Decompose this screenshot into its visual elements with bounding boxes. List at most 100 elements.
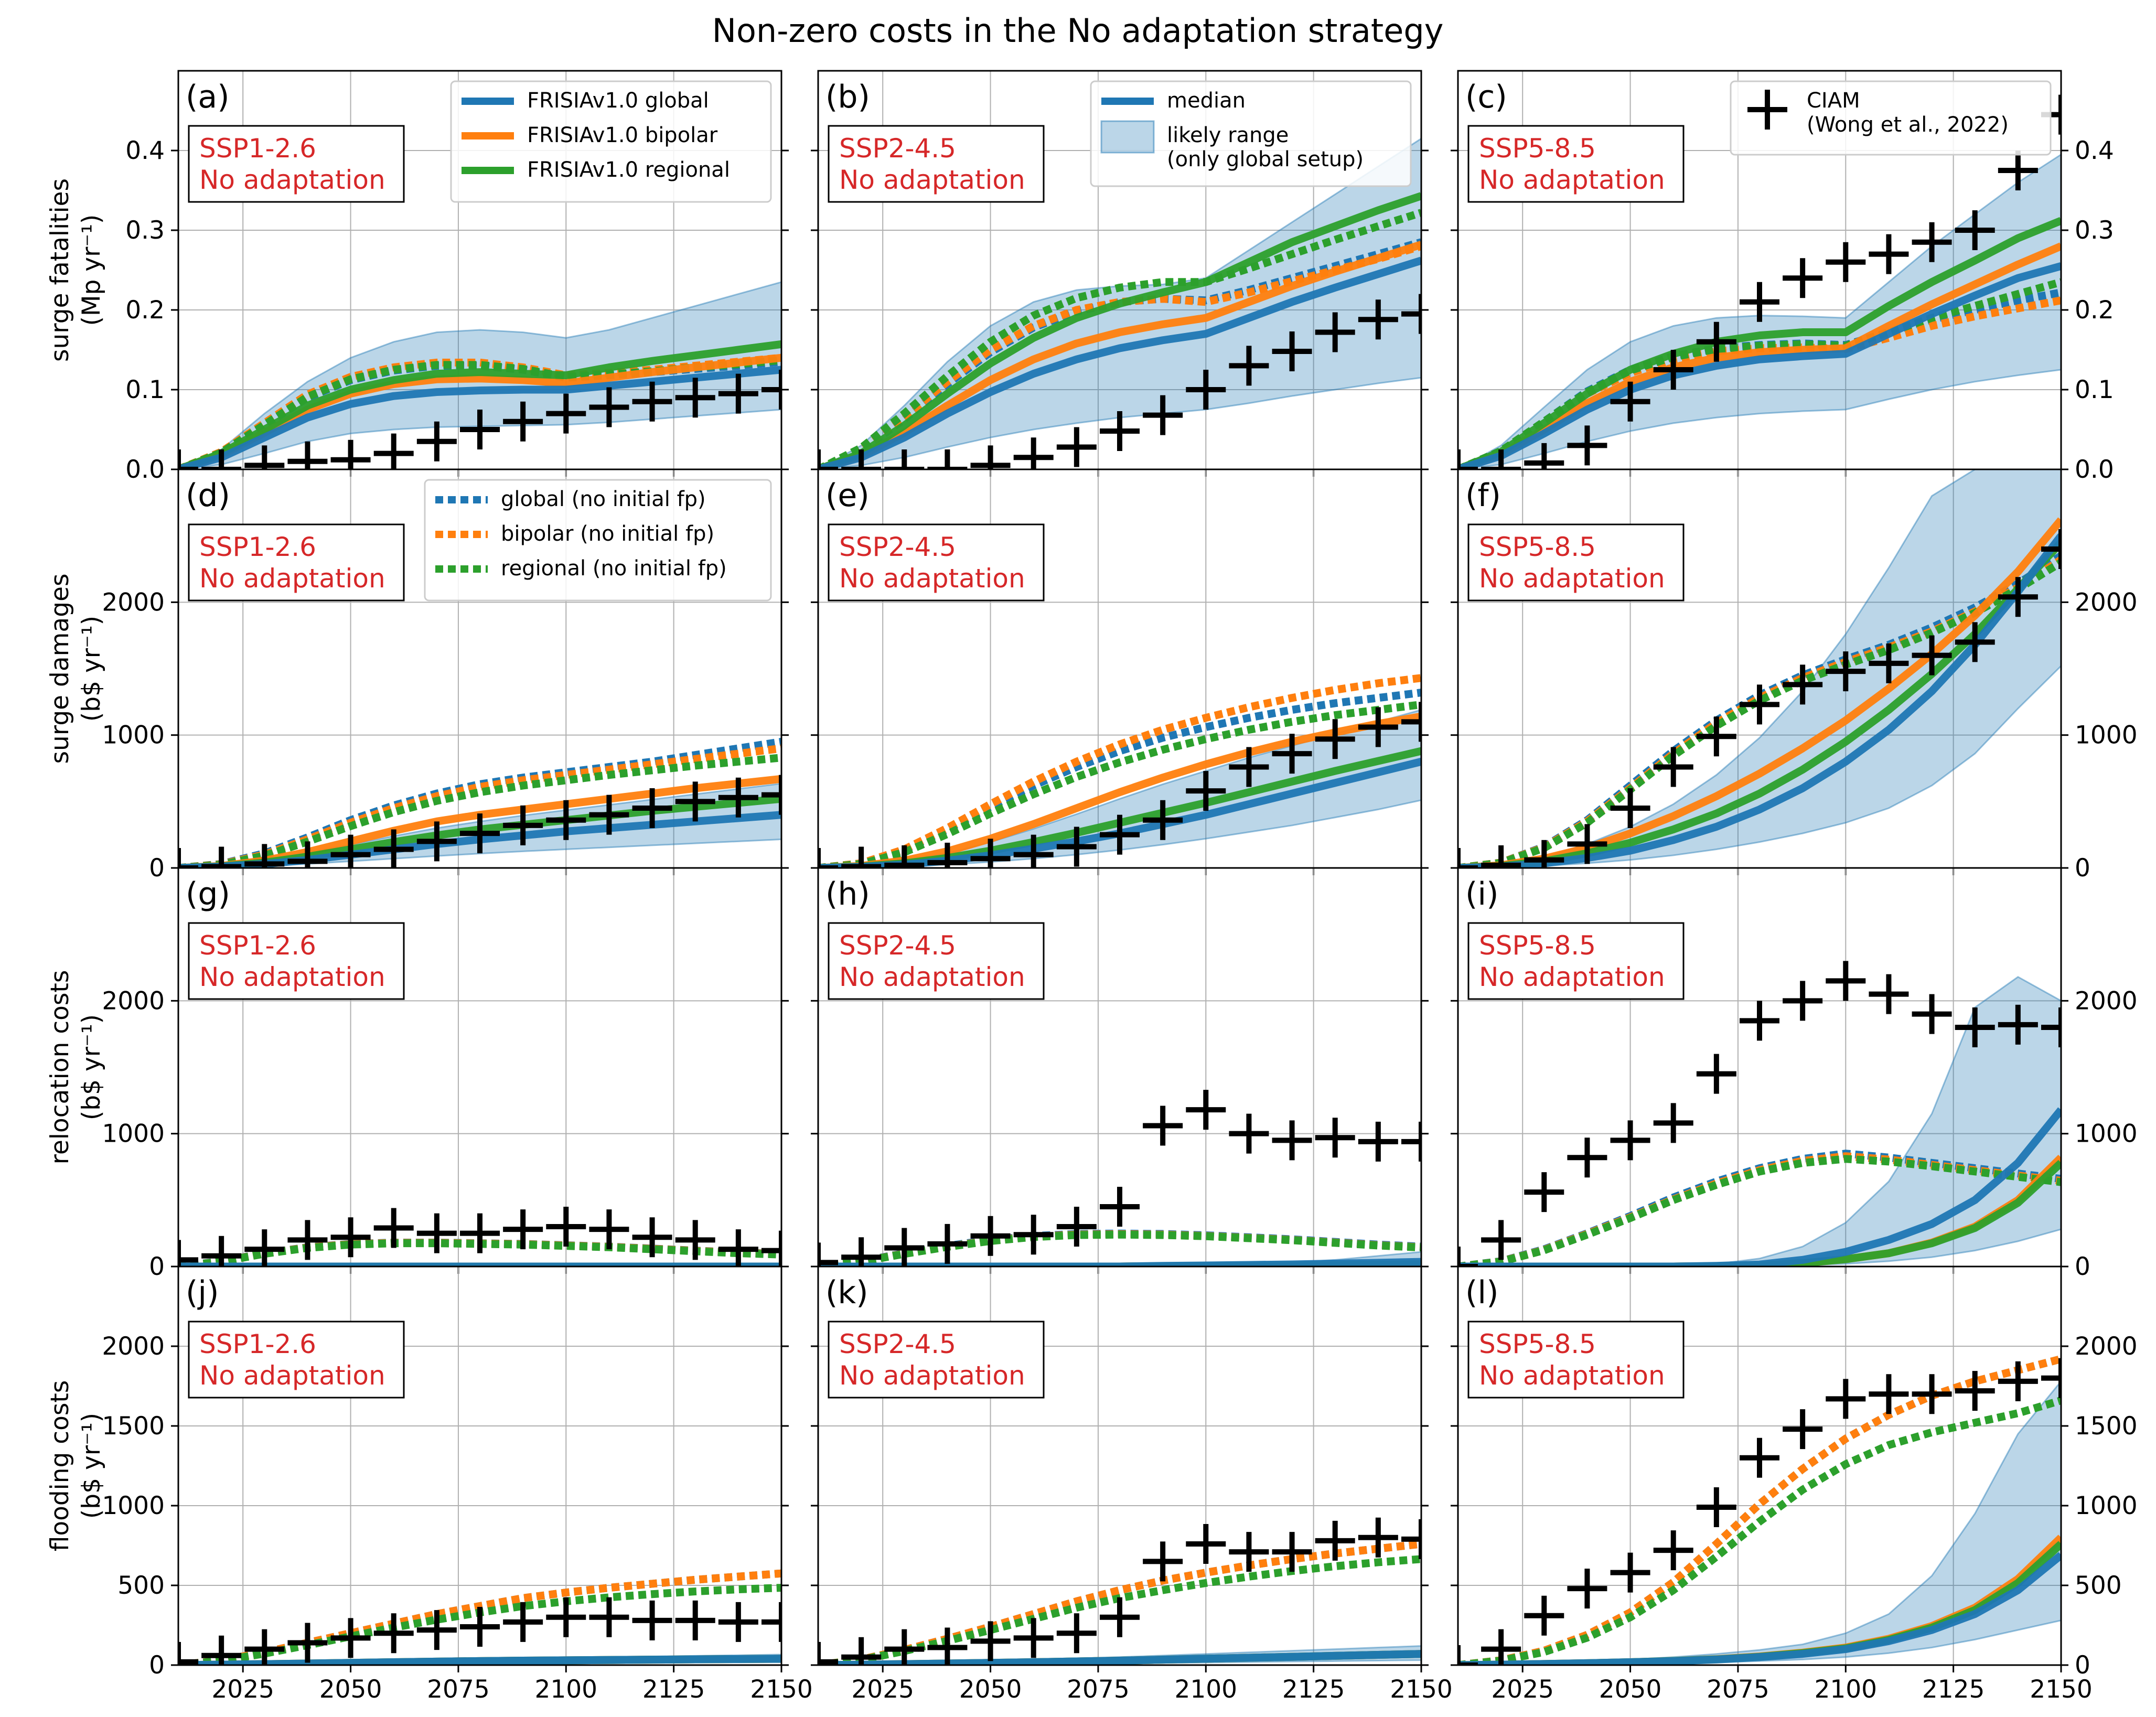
- ciam-marker: [927, 449, 968, 469]
- ytick-label: 0.2: [125, 296, 165, 325]
- ciam-marker: [1524, 443, 1564, 469]
- ciam-marker: [201, 846, 242, 868]
- figure-title: Non-zero costs in the No adaptation stra…: [712, 12, 1444, 50]
- ciam-marker: [1143, 800, 1183, 840]
- legend-row1_col1: FRISIAv1.0 global FRISIAv1.0 bipolar FRISI…: [450, 80, 772, 203]
- ytick-label: 1000: [2075, 1120, 2138, 1149]
- ytick-label: 1000: [102, 1120, 165, 1149]
- ciam-marker: [1229, 747, 1269, 787]
- ciam-markers: [178, 1207, 781, 1267]
- ciam-marker: [761, 1602, 781, 1642]
- ciam-marker: [1358, 299, 1398, 340]
- ciam-marker: [373, 1613, 414, 1654]
- ciam-marker: [1229, 1113, 1269, 1154]
- ytick-label: 2000: [102, 986, 165, 1015]
- ciam-marker: [1358, 1517, 1398, 1558]
- panel-frame: [817, 1265, 1422, 1666]
- ciam-marker: [1056, 1613, 1097, 1654]
- legend-label: FRISIAv1.0 global: [527, 89, 709, 113]
- panel-b: (b) SSP2-4.5No adaptation: [811, 70, 1429, 477]
- ytick-label: 500: [2075, 1571, 2122, 1600]
- scenario-box: [188, 922, 405, 1000]
- ciam-marker: [675, 781, 715, 822]
- ytick-label: 0: [2075, 1651, 2090, 1680]
- ciam-marker: [761, 1230, 781, 1267]
- series-line-frisiav1-0-regional: [1458, 217, 2061, 469]
- ciam-marker: [761, 775, 781, 815]
- ciam-marker: [287, 1623, 328, 1663]
- ciam-marker: [1912, 1374, 1952, 1414]
- ciam-markers: [178, 775, 781, 868]
- ciam-marker: [927, 1224, 968, 1264]
- ciam-marker: [884, 449, 925, 469]
- plot-area: [178, 1207, 781, 1267]
- ytick-label: 0.0: [2075, 455, 2114, 484]
- ytick-label: 0: [149, 1252, 165, 1281]
- ciam-marker: [841, 449, 882, 469]
- legend-label: FRISIAv1.0 regional: [527, 158, 730, 182]
- ciam-marker: [1610, 1120, 1650, 1161]
- ciam-marker: [1869, 234, 1909, 274]
- legend-frame: [450, 80, 772, 203]
- panel-letter: (e): [825, 477, 870, 514]
- series-line-frisiav1-0-bipolar: [818, 712, 1421, 868]
- ciam-marker: [1826, 961, 1866, 1001]
- ciam-marker: [1653, 747, 1693, 787]
- series-line-frisiav1-0-global: [1458, 1107, 2061, 1267]
- series-line-regional-no-initial-fp-: [1458, 559, 2061, 868]
- plot-area: [1458, 469, 2061, 868]
- legend-row1_col2: median likely range(only global setup): [1090, 80, 1412, 187]
- plot-area: [1458, 961, 2061, 1267]
- legend-label: global (no initial fp): [501, 487, 706, 511]
- panel-h: (h) SSP2-4.5No adaptation: [811, 867, 1429, 1274]
- ciam-marker: [1315, 1118, 1355, 1158]
- ciam-markers: [818, 1517, 1421, 1665]
- ticks: [171, 1345, 789, 1672]
- plot-area: [818, 1517, 1421, 1665]
- ciam-marker: [460, 1213, 500, 1253]
- ciam-marker: [546, 1597, 586, 1637]
- ciam-marker: [1869, 974, 1909, 1014]
- ciam-marker: [1524, 840, 1564, 868]
- legend-swatch-band: [1100, 120, 1155, 154]
- ytick-label: 1000: [2075, 721, 2138, 750]
- panel-a: 0.0 0.1 0.2 0.3 0.4 surge fatalities (Mp yr⁻¹)…: [46, 70, 789, 484]
- scenario-label: SSP2-4.5: [839, 930, 956, 961]
- panel-grid: 0.0 0.1 0.2 0.3 0.4 surge fatalities (Mp yr⁻¹)…: [46, 70, 2138, 1704]
- ciam-marker: [970, 1216, 1011, 1256]
- ciam-marker: [632, 788, 672, 828]
- legend-row2_col1: global (no initial fp) bipolar (no initia…: [424, 479, 772, 602]
- ciam-marker: [1567, 1569, 1607, 1609]
- ciam-marker: [460, 410, 500, 449]
- scenario-label: SSP5-8.5: [1479, 133, 1596, 164]
- xtick-label: 2075: [1707, 1675, 1769, 1704]
- ciam-marker: [1401, 702, 1421, 742]
- ciam-marker: [373, 829, 414, 868]
- ciam-marker: [589, 387, 629, 427]
- ciam-marker: [1740, 684, 1779, 725]
- ciam-marker: [632, 1217, 672, 1258]
- xtick-label: 2150: [2030, 1675, 2093, 1704]
- panel-letter: (d): [186, 477, 230, 514]
- ciam-marker: [1955, 210, 1995, 250]
- scenario-label: SSP1-2.6: [199, 532, 316, 562]
- ciam-marker: [244, 1629, 285, 1665]
- ciam-marker: [1272, 734, 1312, 774]
- ciam-marker: [1783, 981, 1823, 1021]
- xtick-label: 2125: [1282, 1675, 1345, 1704]
- ciam-markers: [1458, 529, 2061, 868]
- plot-area: [178, 737, 781, 868]
- series-line-regional-no-initial-fp-: [818, 700, 1421, 868]
- ciam-marker: [1524, 1595, 1564, 1636]
- xtick-label: 2025: [1491, 1675, 1554, 1704]
- panel-letter: (i): [1465, 876, 1499, 913]
- legend-label: CIAM: [1807, 89, 1860, 113]
- scenario-box: [188, 523, 405, 602]
- ciam-marker: [884, 1228, 925, 1267]
- ciam-marker: [675, 378, 715, 418]
- strategy-label: No adaptation: [199, 962, 385, 992]
- panel-frame: [177, 1265, 782, 1666]
- ciam-marker: [1056, 427, 1097, 467]
- ciam-marker: [1610, 381, 1650, 422]
- scenario-box: [828, 922, 1045, 1000]
